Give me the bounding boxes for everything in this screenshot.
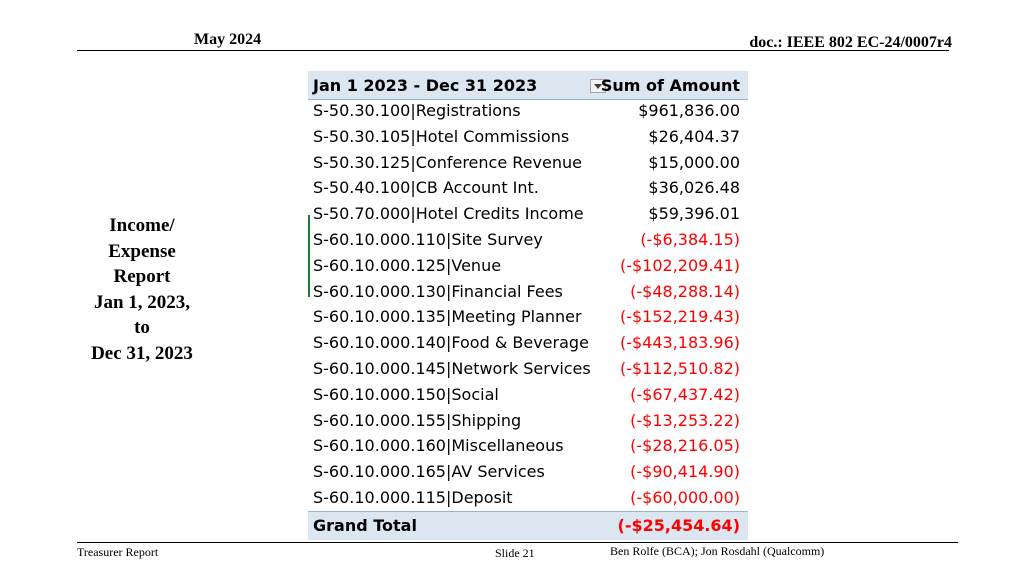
account-label: S-50.40.100|CB Account Int.	[313, 178, 539, 198]
amount-value: (-$67,437.42)	[630, 384, 740, 404]
account-label: S-60.10.000.130|Financial Fees	[313, 281, 563, 301]
table-row: S-60.10.000.130|Financial Fees (-$48,288.…	[308, 280, 748, 306]
table-row: S-60.10.000.135|Meeting Planner (-$152,21…	[308, 305, 748, 331]
amount-value: $26,404.37	[648, 126, 740, 146]
table-row: S-50.30.105|Hotel Commissions $26,404.37	[308, 125, 748, 151]
table-row: S-60.10.000.165|AV Services (-$90,414.90)	[308, 460, 748, 486]
amount-value: (-$28,216.05)	[630, 436, 740, 456]
account-label: S-60.10.000.160|Miscellaneous	[313, 436, 564, 456]
side-title-line: to	[134, 317, 150, 339]
pivot-value-header: Sum of Amount	[600, 76, 740, 95]
table-row: S-60.10.000.125|Venue (-$102,209.41)	[308, 254, 748, 280]
table-row: S-60.10.000.115|Deposit (-$60,000.00)	[308, 486, 748, 512]
side-title: Income/ Expense Report Jan 1, 2023, to D…	[72, 213, 212, 367]
account-label: S-50.70.000|Hotel Credits Income	[313, 204, 584, 224]
account-label: S-60.10.000.140|Food & Beverage	[313, 333, 589, 353]
account-label: S-60.10.000.115|Deposit	[313, 487, 513, 507]
amount-value: $15,000.00	[648, 152, 740, 172]
account-label: S-60.10.000.125|Venue	[313, 255, 502, 275]
footer-rule	[77, 542, 958, 543]
footer-authors: Ben Rolfe (BCA); Jon Rosdahl (Qualcomm)	[610, 544, 825, 558]
account-label: S-50.30.100|Registrations	[313, 101, 521, 120]
footer-left: Treasurer Report	[77, 545, 159, 559]
amount-value: $36,026.48	[648, 178, 740, 198]
amount-value: (-$112,510.82)	[619, 358, 740, 378]
table-row: S-50.30.100|Registrations $961,836.00	[308, 99, 748, 125]
pivot-table: Jan 1 2023 - Dec 31 2023 Sum of Amount S…	[308, 71, 748, 540]
account-label: S-60.10.000.150|Social	[313, 384, 499, 404]
account-label: S-60.10.000.165|AV Services	[313, 462, 545, 482]
grand-total-label: Grand Total	[313, 516, 417, 535]
amount-value: (-$13,253.22)	[630, 410, 740, 430]
amount-value: (-$102,209.41)	[619, 255, 740, 275]
amount-value: (-$152,219.43)	[619, 307, 740, 327]
table-row: S-60.10.000.155|Shipping (-$13,253.22)	[308, 409, 748, 435]
account-label: S-60.10.000.135|Meeting Planner	[313, 307, 582, 327]
amount-value: (-$6,384.15)	[640, 229, 740, 249]
pivot-row-header: Jan 1 2023 - Dec 31 2023	[313, 76, 538, 95]
side-title-line: Report	[113, 266, 171, 288]
side-title-line: Dec 31, 2023	[91, 342, 193, 364]
table-row: S-60.10.000.140|Food & Beverage (-$443,18…	[308, 331, 748, 357]
account-label: S-50.30.105|Hotel Commissions	[313, 126, 570, 146]
table-row: S-50.40.100|CB Account Int. $36,026.48	[308, 176, 748, 202]
amount-value: $961,836.00	[638, 101, 740, 120]
amount-value: (-$48,288.14)	[630, 281, 740, 301]
table-row: S-60.10.000.150|Social (-$67,437.42)	[308, 383, 748, 409]
dropdown-arrow-icon[interactable]	[590, 79, 606, 93]
header-date: May 2024	[194, 31, 262, 48]
amount-value: $59,396.01	[648, 204, 740, 224]
side-title-line: Expense	[108, 240, 176, 262]
header-doc-id: doc.: IEEE 802 EC-24/0007r4	[749, 34, 952, 51]
table-row: S-60.10.000.160|Miscellaneous (-$28,216.0…	[308, 434, 748, 460]
account-label: S-60.10.000.145|Network Services	[313, 358, 591, 378]
side-title-line: Jan 1, 2023,	[93, 291, 191, 313]
account-label: S-60.10.000.155|Shipping	[313, 410, 522, 430]
table-row: S-60.10.000.110|Site Survey (-$6,384.15)	[308, 228, 748, 254]
account-label: S-50.30.125|Conference Revenue	[313, 152, 582, 172]
pivot-rows: S-50.30.100|Registrations $961,836.00 S-50…	[308, 99, 748, 512]
side-title-line: Income/	[109, 215, 175, 236]
pivot-header-row: Jan 1 2023 - Dec 31 2023 Sum of Amount	[308, 71, 748, 100]
amount-value: (-$90,414.90)	[630, 462, 740, 482]
cell-selection-marker	[308, 215, 310, 297]
table-row: S-50.30.125|Conference Revenue $15,000.00	[308, 151, 748, 177]
grand-total-row: Grand Total (-$25,454.64)	[308, 511, 748, 540]
amount-value: (-$443,183.96)	[619, 333, 740, 353]
grand-total-value: (-$25,454.64)	[617, 516, 740, 535]
amount-value: (-$60,000.00)	[630, 487, 740, 507]
slide-number: Slide 21	[495, 546, 535, 560]
table-row: S-60.10.000.145|Network Services (-$112,5…	[308, 357, 748, 383]
header-rule	[77, 50, 949, 51]
table-row: S-50.70.000|Hotel Credits Income $59,396.…	[308, 202, 748, 228]
account-label: S-60.10.000.110|Site Survey	[313, 229, 543, 249]
